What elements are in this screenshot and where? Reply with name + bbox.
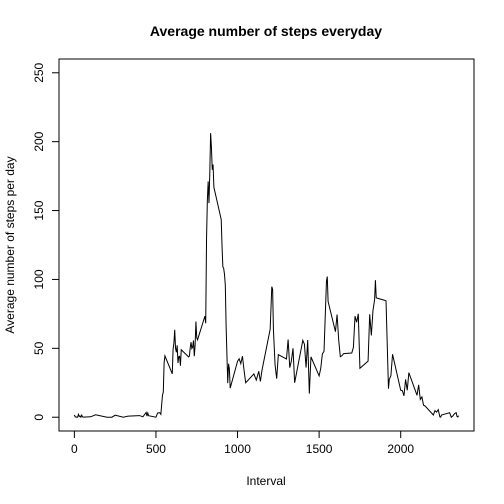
y-tick-label: 200 bbox=[32, 131, 46, 151]
y-axis-label: Average number of steps per day bbox=[3, 156, 17, 333]
y-tick-label: 250 bbox=[32, 62, 46, 82]
chart-title: Average number of steps everyday bbox=[150, 23, 382, 39]
x-tick-label: 500 bbox=[146, 442, 166, 456]
x-tick-label: 0 bbox=[71, 442, 78, 456]
data-line bbox=[73, 133, 460, 419]
x-tick-label: 2000 bbox=[387, 442, 414, 456]
x-tick-label: 1000 bbox=[224, 442, 251, 456]
x-tick-label: 1500 bbox=[306, 442, 333, 456]
y-tick-label: 150 bbox=[32, 200, 46, 220]
y-tick-label: 0 bbox=[32, 414, 46, 421]
plot-box bbox=[58, 58, 475, 432]
x-axis-label: Interval bbox=[246, 474, 285, 488]
y-tick-label: 50 bbox=[32, 341, 46, 355]
y-tick-label: 100 bbox=[32, 269, 46, 289]
